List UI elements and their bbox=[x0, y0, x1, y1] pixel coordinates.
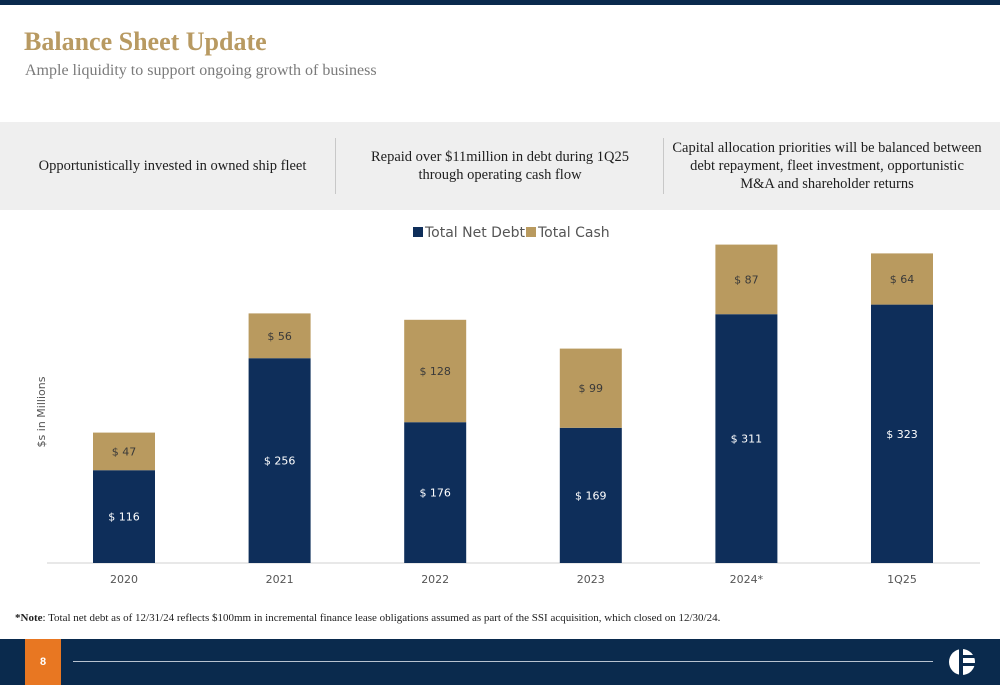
footnote-text: : Total net debt as of 12/31/24 reflects… bbox=[42, 612, 721, 624]
data-label-net-debt: $ 311 bbox=[731, 433, 763, 446]
callout-divider bbox=[335, 138, 336, 194]
bar-net-debt bbox=[871, 304, 933, 563]
legend-label-net-debt: Total Net Debt bbox=[424, 225, 525, 241]
x-tick-label: 2023 bbox=[577, 573, 605, 586]
x-tick-label: 2024* bbox=[730, 573, 764, 586]
x-tick-label: 1Q25 bbox=[887, 573, 917, 586]
data-label-total-cash: $ 56 bbox=[267, 330, 292, 343]
bar-total-cash bbox=[248, 313, 311, 359]
data-label-net-debt: $ 176 bbox=[419, 487, 451, 500]
x-tick-label: 2020 bbox=[110, 573, 138, 586]
footnote: *Note: Total net debt as of 12/31/24 ref… bbox=[15, 612, 720, 624]
stacked-bar-chart: Total Net Debt Total Cash $s in Millions … bbox=[35, 225, 980, 586]
bar-total-cash bbox=[404, 319, 467, 423]
y-axis-label: $s in Millions bbox=[35, 376, 48, 447]
top-accent-bar bbox=[0, 0, 1000, 5]
page-number: 8 bbox=[25, 639, 61, 685]
bar-total-cash bbox=[715, 244, 778, 315]
data-label-net-debt: $ 256 bbox=[264, 455, 296, 468]
legend-swatch-net-debt bbox=[413, 227, 423, 237]
data-label-net-debt: $ 116 bbox=[108, 511, 140, 524]
bar-total-cash bbox=[93, 432, 155, 471]
bar-total-cash bbox=[559, 348, 622, 428]
footer-bar: 8 bbox=[0, 639, 1000, 685]
x-tick-label: 2022 bbox=[421, 573, 449, 586]
page-subtitle: Ample liquidity to support ongoing growt… bbox=[25, 62, 377, 79]
company-logo-icon bbox=[949, 647, 976, 677]
bar-net-debt bbox=[93, 470, 155, 563]
data-label-total-cash: $ 99 bbox=[579, 382, 604, 395]
bar-net-debt bbox=[559, 427, 622, 563]
data-label-total-cash: $ 128 bbox=[419, 365, 451, 378]
legend-label-total-cash: Total Cash bbox=[537, 225, 610, 241]
legend-swatch-total-cash bbox=[526, 227, 536, 237]
data-label-total-cash: $ 47 bbox=[112, 445, 137, 458]
callout-capital-allocation: Capital allocation priorities will be ba… bbox=[672, 140, 982, 192]
x-tick-label: 2021 bbox=[266, 573, 294, 586]
data-label-total-cash: $ 64 bbox=[890, 273, 915, 286]
data-label-total-cash: $ 87 bbox=[734, 273, 759, 286]
page-title: Balance Sheet Update bbox=[24, 27, 267, 56]
bar-net-debt bbox=[715, 314, 778, 563]
chart-legend: Total Net Debt Total Cash bbox=[413, 225, 610, 241]
data-label-net-debt: $ 323 bbox=[886, 428, 918, 441]
bar-net-debt bbox=[404, 422, 467, 563]
bar-net-debt bbox=[248, 358, 311, 563]
footer-divider bbox=[73, 661, 933, 662]
footnote-label: *Note bbox=[15, 612, 43, 624]
bar-total-cash bbox=[871, 253, 933, 305]
callout-fleet: Opportunistically invested in owned ship… bbox=[38, 158, 307, 174]
callout-debt-repayment: Repaid over $11million in debt during 1Q… bbox=[370, 149, 629, 183]
callout-band: Opportunistically invested in owned ship… bbox=[0, 122, 1000, 210]
callout-divider bbox=[663, 138, 664, 194]
data-label-net-debt: $ 169 bbox=[575, 489, 607, 502]
